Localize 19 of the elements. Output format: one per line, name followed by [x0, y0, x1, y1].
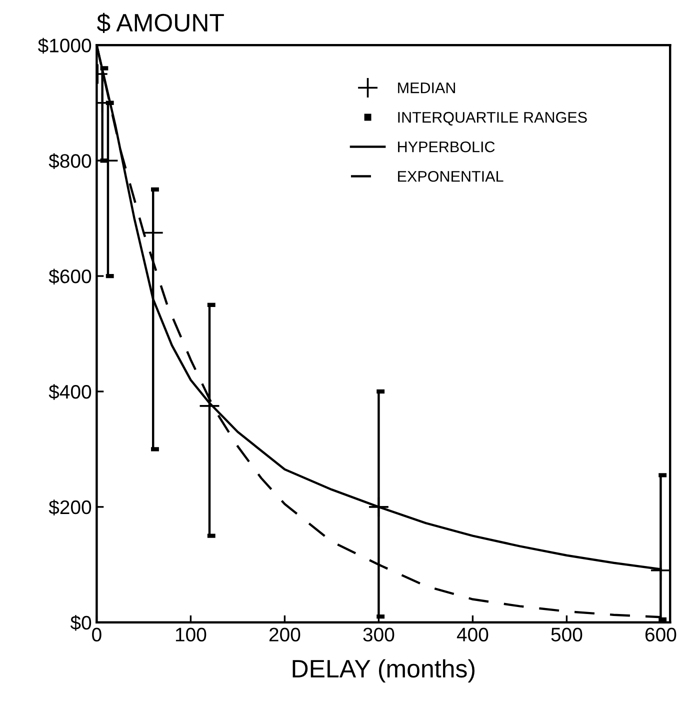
y-tick-label: $600: [48, 268, 92, 284]
legend-label: MEDIAN: [398, 82, 455, 94]
y-tick-label: $800: [48, 153, 92, 170]
y-tick-label: $400: [48, 384, 92, 400]
x-tick-label: 100: [176, 628, 206, 642]
x-tick-label: 500: [551, 628, 582, 642]
x-tick-label: 200: [269, 628, 300, 642]
x-tick-label: 400: [456, 628, 488, 642]
y-tick-label: $0: [70, 615, 92, 631]
legend-label: HYPERBOLIC: [398, 141, 495, 152]
legend-label: EXPONENTIAL: [398, 170, 504, 182]
x-tick-label: 0: [92, 628, 102, 642]
annotation: INTERQUARTILE RANGES: [398, 112, 587, 126]
x-tick-label: 600: [645, 628, 676, 642]
y-tick-label: $200: [48, 500, 92, 516]
y-axis-title: $ AMOUNT: [96, 12, 224, 34]
x-axis-title: DELAY (months): [292, 659, 474, 683]
x-tick-label: 300: [363, 628, 394, 642]
y-tick-label: $1000: [38, 38, 92, 54]
